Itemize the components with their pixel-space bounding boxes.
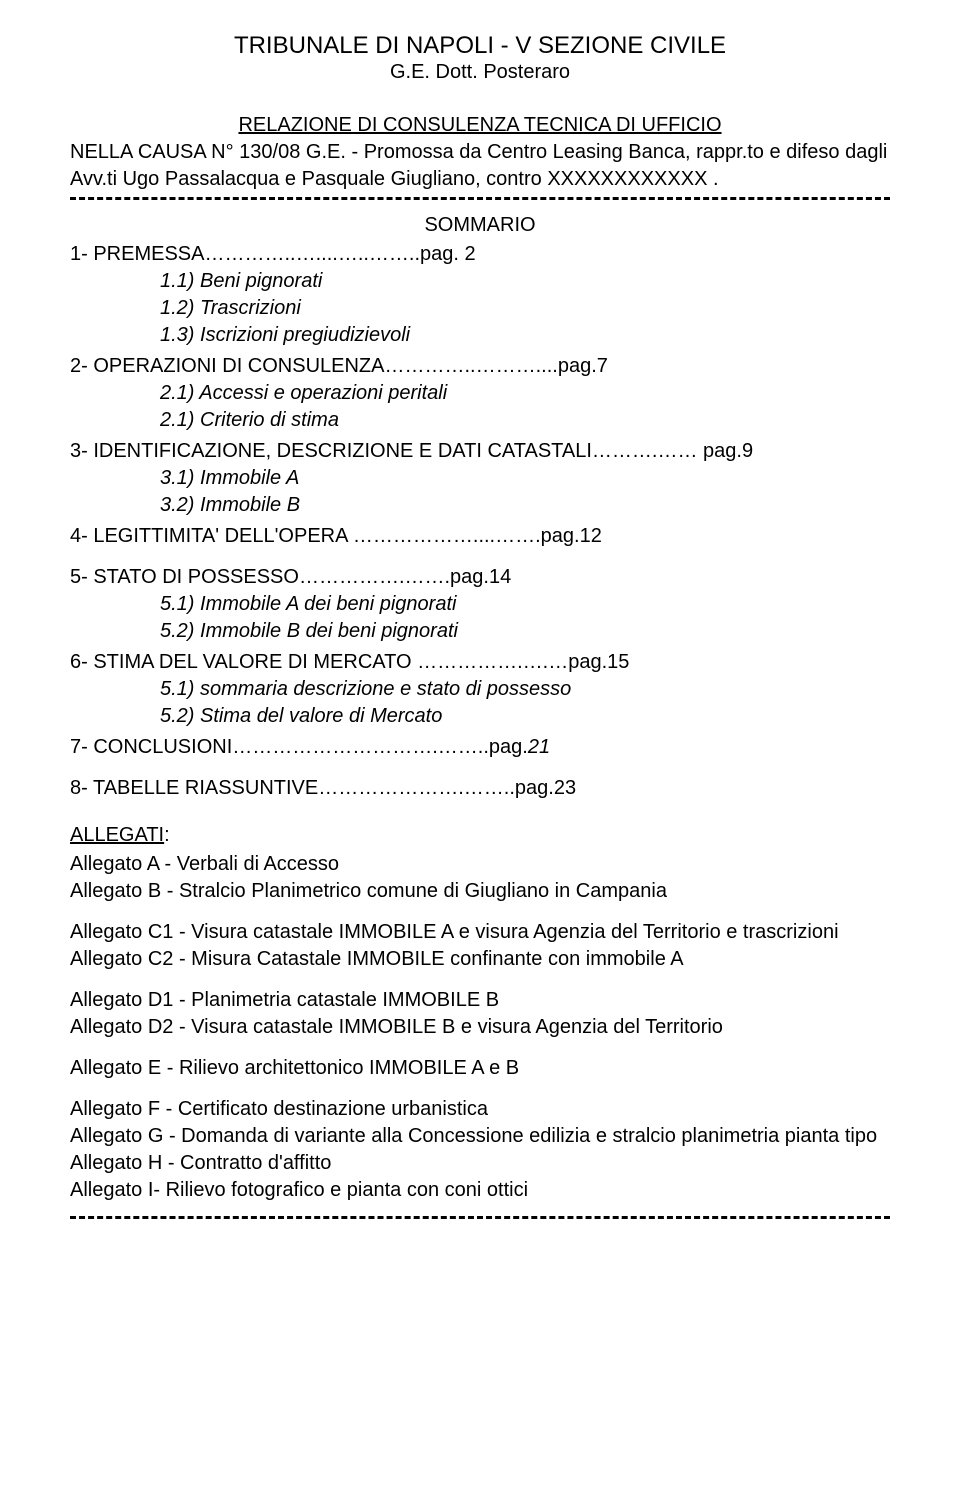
toc-4: 4- LEGITTIMITA' DELL'OPERA ………………....…….… [70, 523, 890, 550]
toc-7-page: 21 [528, 736, 550, 758]
toc-5-2: 5.2) Immobile B dei beni pignorati [160, 618, 890, 645]
allegato-c1: Allegato C1 - Visura catastale IMMOBILE … [70, 919, 890, 946]
doc-case-line: NELLA CAUSA N° 130/08 G.E. - Promossa da… [70, 139, 890, 193]
toc-1-2: 1.2) Trascrizioni [160, 295, 890, 322]
allegato-b: Allegato B - Stralcio Planimetrico comun… [70, 878, 890, 905]
toc-1-3: 1.3) Iscrizioni pregiudizievoli [160, 322, 890, 349]
toc-7: 7- CONCLUSIONI………………………….……..pag. [70, 736, 528, 758]
allegato-f: Allegato F - Certificato destinazione ur… [70, 1096, 890, 1123]
court-title: TRIBUNALE DI NAPOLI - V SEZIONE CIVILE [70, 30, 890, 61]
allegati-heading: ALLEGATI: [70, 822, 890, 849]
allegato-d1: Allegato D1 - Planimetria catastale IMMO… [70, 987, 890, 1014]
toc-6-2: 5.2) Stima del valore di Mercato [160, 703, 890, 730]
allegato-c2: Allegato C2 - Misura Catastale IMMOBILE … [70, 946, 890, 973]
toc-3-2: 3.2) Immobile B [160, 492, 890, 519]
allegato-i: Allegato I- Rilievo fotografico e pianta… [70, 1177, 890, 1204]
toc-1: 1- PREMESSA…………..…....…..……..pag. 2 [70, 241, 890, 268]
toc-2-1: 2.1) Accessi e operazioni peritali [160, 380, 890, 407]
toc-6-1: 5.1) sommaria descrizione e stato di pos… [160, 676, 890, 703]
toc-5: 5- STATO DI POSSESSO…………….…….pag.14 [70, 564, 890, 591]
toc-3-1: 3.1) Immobile A [160, 465, 890, 492]
allegato-h: Allegato H - Contratto d'affitto [70, 1150, 890, 1177]
doc-heading: RELAZIONE DI CONSULENZA TECNICA DI UFFIC… [70, 112, 890, 139]
divider-bottom [70, 1216, 890, 1219]
allegato-d2: Allegato D2 - Visura catastale IMMOBILE … [70, 1014, 890, 1041]
toc-2-2: 2.1) Criterio di stima [160, 407, 890, 434]
toc-6: 6- STIMA DEL VALORE DI MERCATO …………….….…… [70, 649, 890, 676]
toc-5-1: 5.1) Immobile A dei beni pignorati [160, 591, 890, 618]
toc-2: 2- OPERAZIONI DI CONSULENZA…………..………....… [70, 353, 890, 380]
allegati-heading-text: ALLEGATI [70, 824, 164, 846]
allegato-a: Allegato A - Verbali di Accesso [70, 851, 890, 878]
toc-3: 3- IDENTIFICAZIONE, DESCRIZIONE E DATI C… [70, 438, 890, 465]
summary-title: SOMMARIO [70, 214, 890, 237]
divider-top [70, 197, 890, 200]
toc-1-1: 1.1) Beni pignorati [160, 268, 890, 295]
allegato-g: Allegato G - Domanda di variante alla Co… [70, 1123, 890, 1150]
allegato-e: Allegato E - Rilievo architettonico IMMO… [70, 1055, 890, 1082]
toc-8: 8- TABELLE RIASSUNTIVE………………….……..pag.23 [70, 775, 890, 802]
judge-subtitle: G.E. Dott. Posteraro [70, 61, 890, 84]
